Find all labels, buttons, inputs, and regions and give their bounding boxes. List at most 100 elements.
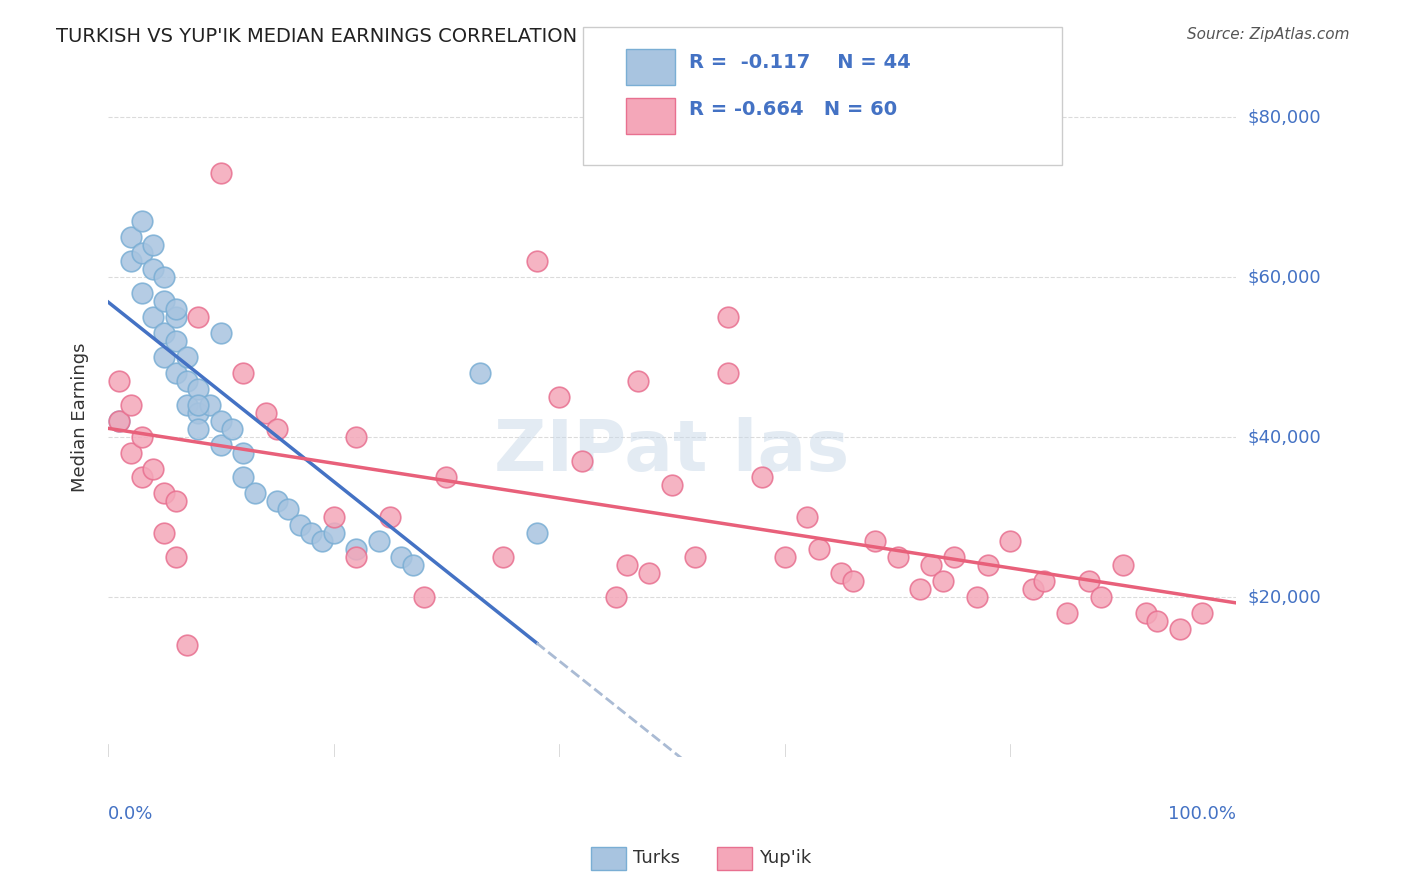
Point [277, 502, 299, 516]
Point [120, 399, 142, 413]
Text: $60,000: $60,000 [1247, 268, 1322, 286]
Point [176, 351, 198, 365]
Point [401, 558, 423, 573]
Point [1090, 591, 1112, 605]
Point [254, 406, 277, 420]
Text: $80,000: $80,000 [1247, 109, 1322, 127]
Point [131, 214, 153, 228]
Point [344, 542, 367, 557]
Point [943, 550, 966, 565]
Point [165, 302, 187, 317]
Point [717, 310, 740, 325]
Point [165, 310, 187, 325]
Point [108, 414, 131, 428]
Point [131, 430, 153, 444]
Point [142, 262, 165, 277]
Text: R =  -0.117    N = 44: R = -0.117 N = 44 [689, 53, 911, 72]
Point [773, 550, 796, 565]
Point [638, 566, 661, 581]
Point [108, 375, 131, 389]
Text: $20,000: $20,000 [1247, 589, 1322, 607]
Point [830, 566, 852, 581]
Point [153, 294, 176, 309]
Point [470, 367, 492, 381]
Point [299, 526, 322, 541]
Point [131, 470, 153, 484]
Point [311, 534, 333, 549]
Point [322, 510, 344, 524]
Point [142, 238, 165, 252]
Point [266, 494, 288, 508]
Point [187, 383, 209, 397]
Point [436, 470, 458, 484]
Point [717, 367, 740, 381]
Point [209, 326, 232, 341]
Point [176, 639, 198, 653]
Point [605, 591, 627, 605]
Point [389, 550, 412, 565]
Text: 0.0%: 0.0% [108, 805, 153, 823]
Point [120, 230, 142, 244]
Point [288, 518, 311, 533]
Point [165, 494, 187, 508]
Point [616, 558, 638, 573]
Text: Source: ZipAtlas.com: Source: ZipAtlas.com [1187, 27, 1350, 42]
Point [131, 246, 153, 260]
Point [209, 414, 232, 428]
Point [176, 375, 198, 389]
Point [863, 534, 886, 549]
Point [187, 399, 209, 413]
Point [977, 558, 1000, 573]
Point [243, 486, 266, 500]
Point [165, 334, 187, 349]
Point [908, 582, 931, 597]
Point [378, 510, 401, 524]
Point [232, 470, 254, 484]
Point [232, 367, 254, 381]
Point [266, 422, 288, 436]
Point [841, 574, 863, 589]
Point [176, 399, 198, 413]
Point [153, 351, 176, 365]
Text: 100.0%: 100.0% [1168, 805, 1236, 823]
Text: $40,000: $40,000 [1247, 428, 1322, 446]
Point [344, 430, 367, 444]
Point [751, 470, 773, 484]
Point [187, 422, 209, 436]
Point [886, 550, 908, 565]
Text: TURKISH VS YUP'IK MEDIAN EARNINGS CORRELATION CHART: TURKISH VS YUP'IK MEDIAN EARNINGS CORREL… [56, 27, 650, 45]
Point [1146, 615, 1168, 629]
Point [548, 391, 571, 405]
Point [232, 446, 254, 460]
Text: Turks: Turks [633, 849, 679, 867]
Point [209, 438, 232, 452]
Point [120, 446, 142, 460]
Point [932, 574, 955, 589]
Point [153, 526, 176, 541]
Point [921, 558, 943, 573]
Point [198, 399, 221, 413]
Point [221, 422, 243, 436]
Point [108, 414, 131, 428]
Point [807, 542, 830, 557]
Text: ZIPat las: ZIPat las [495, 417, 849, 486]
Point [153, 486, 176, 500]
Point [1078, 574, 1101, 589]
Point [187, 310, 209, 325]
Point [571, 454, 593, 468]
Text: Yup'ik: Yup'ik [759, 849, 811, 867]
Point [142, 462, 165, 476]
Point [627, 375, 650, 389]
Point [1022, 582, 1045, 597]
Point [120, 254, 142, 268]
Point [153, 270, 176, 285]
Point [661, 478, 683, 492]
Point [344, 550, 367, 565]
Point [1191, 607, 1213, 621]
Y-axis label: Median Earnings: Median Earnings [72, 343, 89, 492]
Point [412, 591, 434, 605]
Point [142, 310, 165, 325]
Point [1168, 623, 1191, 637]
Point [322, 526, 344, 541]
Point [367, 534, 389, 549]
